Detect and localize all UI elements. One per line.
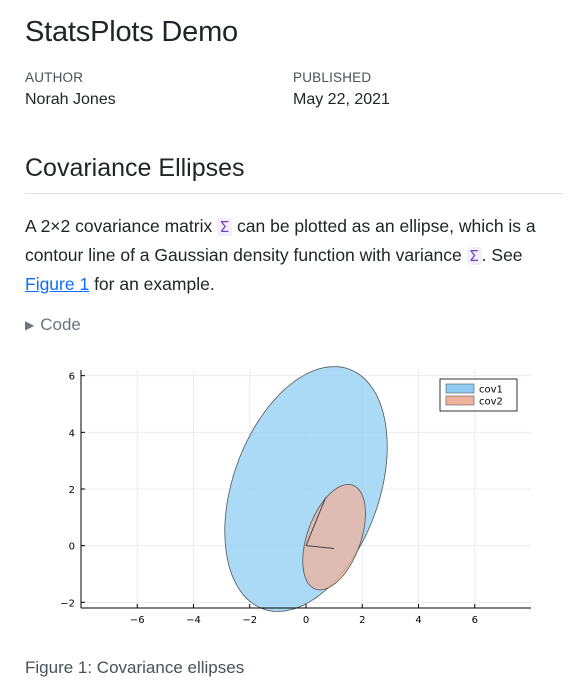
para-text-2: can be plotted as an ellipse, which is a… [25, 216, 536, 265]
y-tick-label: 4 [69, 428, 75, 439]
published-label: PUBLISHED [293, 70, 372, 85]
x-tick-label: −6 [130, 615, 145, 626]
y-tick-label: 0 [69, 542, 75, 553]
vector-2 [305, 545, 335, 549]
figure-link[interactable]: Figure 1 [25, 274, 90, 294]
triangle-right-icon: ▶ [25, 318, 35, 332]
sigma-symbol: Σ [466, 247, 482, 265]
published-date: May 22, 2021 [293, 91, 390, 108]
author-block: AUTHOR Norah Jones [25, 70, 116, 109]
legend-swatch-cov2 [445, 395, 475, 406]
vectors [305, 497, 335, 549]
legend-label-cov1: cov1 [479, 385, 503, 396]
sigma-symbol: Σ [217, 218, 233, 236]
vector-1 [305, 497, 327, 546]
y-tick-label: −2 [60, 598, 75, 609]
code-toggle[interactable]: ▶ Code [25, 315, 81, 335]
x-tick-label: 4 [415, 615, 421, 626]
published-block: PUBLISHED May 22, 2021 [293, 70, 390, 109]
figure-caption: Figure 1: Covariance ellipses [25, 658, 245, 677]
ellipses [224, 366, 388, 612]
x-tick-label: 0 [303, 615, 309, 626]
section-divider [25, 193, 563, 194]
author-label: AUTHOR [25, 70, 84, 85]
x-tick-label: 6 [472, 615, 478, 626]
x-tick-label: −2 [242, 615, 257, 626]
code-toggle-label: Code [40, 315, 81, 334]
para-text-1: A 2×2 covariance matrix [25, 216, 218, 236]
y-tick-label: 2 [69, 485, 75, 496]
para-text-3: . See [481, 245, 523, 265]
para-text-4: for an example. [89, 274, 215, 294]
section-paragraph: A 2×2 covariance matrix Σ can be plotted… [25, 212, 565, 298]
y-tick-label: 6 [69, 372, 75, 383]
author-name: Norah Jones [25, 91, 116, 108]
page-title: StatsPlots Demo [25, 16, 238, 48]
x-tick-label: 2 [359, 615, 365, 626]
x-tick-label: −4 [186, 615, 201, 626]
ellipse-cov2 [302, 483, 366, 591]
ticks: −6 −4 −2 0 2 4 6 −2 0 2 4 6 [60, 372, 478, 626]
section-heading: Covariance Ellipses [25, 154, 245, 182]
legend-swatch-cov1 [445, 383, 475, 394]
legend-label-cov2: cov2 [479, 397, 503, 408]
